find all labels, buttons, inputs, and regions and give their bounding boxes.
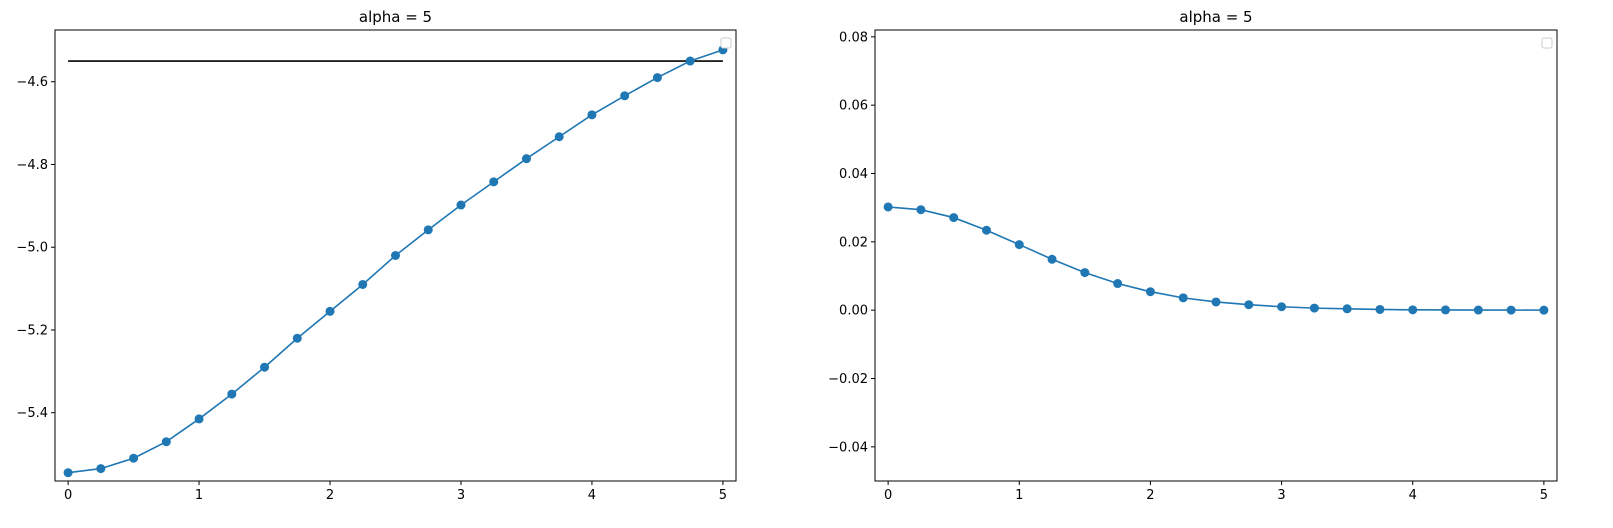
series-line bbox=[888, 206, 1544, 311]
plot-frame bbox=[54, 29, 737, 482]
y-tick-label: 0.06 bbox=[839, 99, 868, 114]
data-point bbox=[1473, 305, 1483, 315]
data-point bbox=[423, 225, 433, 235]
data-point bbox=[652, 73, 662, 83]
data-point bbox=[1408, 305, 1418, 315]
data-point bbox=[1441, 305, 1451, 315]
x-tick-label: 0 bbox=[64, 488, 72, 503]
x-tick-label: 4 bbox=[1409, 488, 1417, 503]
chart-1: alpha = 5 0 1 2 3 4 5 −5.4 −5.2 −5.0 −4.8 −4.6 bbox=[16, 8, 737, 503]
data-point bbox=[96, 464, 106, 474]
legend-box bbox=[1541, 37, 1553, 49]
data-point bbox=[1211, 297, 1221, 307]
x-tick-label: 1 bbox=[195, 488, 203, 503]
x-tick-label: 2 bbox=[326, 488, 334, 503]
data-point bbox=[587, 110, 597, 120]
data-point bbox=[63, 468, 73, 478]
x-tick-label: 0 bbox=[884, 488, 892, 503]
x-tick-label: 3 bbox=[1277, 488, 1285, 503]
data-point bbox=[227, 389, 237, 399]
y-tick-label: −5.4 bbox=[16, 406, 48, 421]
data-point bbox=[456, 200, 466, 210]
data-point bbox=[916, 205, 926, 215]
y-tick-label: −0.04 bbox=[828, 440, 868, 455]
data-point bbox=[1506, 305, 1516, 315]
y-tick-label: −5.0 bbox=[16, 241, 48, 256]
x-tick-label: 1 bbox=[1015, 488, 1023, 503]
data-point bbox=[1047, 254, 1057, 264]
data-point bbox=[325, 306, 335, 316]
data-point bbox=[129, 453, 139, 463]
y-tick-label: −5.2 bbox=[16, 323, 48, 338]
data-point bbox=[358, 279, 368, 289]
x-tick-label: 2 bbox=[1146, 488, 1154, 503]
data-point bbox=[1113, 279, 1123, 289]
data-point bbox=[521, 154, 531, 164]
chart-title: alpha = 5 bbox=[1179, 8, 1252, 26]
y-tick-label: 0.04 bbox=[839, 167, 868, 182]
x-tick-label: 5 bbox=[719, 488, 727, 503]
data-point bbox=[1309, 303, 1319, 313]
y-tick-label: −4.8 bbox=[16, 158, 48, 173]
data-point bbox=[1178, 293, 1188, 303]
x-tick-label: 3 bbox=[457, 488, 465, 503]
y-tick-label: −0.02 bbox=[828, 372, 868, 387]
data-point bbox=[489, 177, 499, 187]
series-line bbox=[67, 49, 724, 474]
data-point bbox=[1342, 304, 1352, 314]
data-point bbox=[685, 56, 695, 66]
data-point bbox=[1244, 300, 1254, 310]
chart-2: alpha = 5 0 1 2 3 4 5 −0.04 −0.02 0.00 0.02 0.04 0.0… bbox=[828, 8, 1558, 503]
data-point bbox=[391, 251, 400, 260]
data-point bbox=[1375, 304, 1385, 314]
chart-title: alpha = 5 bbox=[359, 8, 432, 26]
plot-frame bbox=[874, 29, 1558, 482]
y-tick-label: 0.02 bbox=[839, 235, 868, 250]
data-point bbox=[620, 91, 630, 101]
y-tick-label: 0.08 bbox=[839, 30, 868, 45]
data-point bbox=[292, 333, 302, 343]
data-point bbox=[260, 362, 270, 372]
data-point bbox=[1014, 240, 1024, 250]
y-tick-label: 0.00 bbox=[839, 304, 868, 319]
data-point bbox=[161, 437, 171, 447]
data-point bbox=[1145, 287, 1155, 297]
data-point bbox=[1277, 302, 1287, 312]
x-tick-label: 4 bbox=[588, 488, 596, 503]
data-point bbox=[1539, 305, 1549, 315]
legend-box bbox=[720, 37, 732, 49]
data-point bbox=[194, 414, 204, 424]
y-tick-label: −4.6 bbox=[16, 75, 48, 90]
data-point bbox=[981, 225, 991, 235]
data-point bbox=[1080, 268, 1090, 278]
x-tick-label: 5 bbox=[1540, 488, 1548, 503]
data-point bbox=[949, 213, 959, 223]
data-point bbox=[554, 132, 564, 142]
data-point bbox=[883, 202, 893, 212]
